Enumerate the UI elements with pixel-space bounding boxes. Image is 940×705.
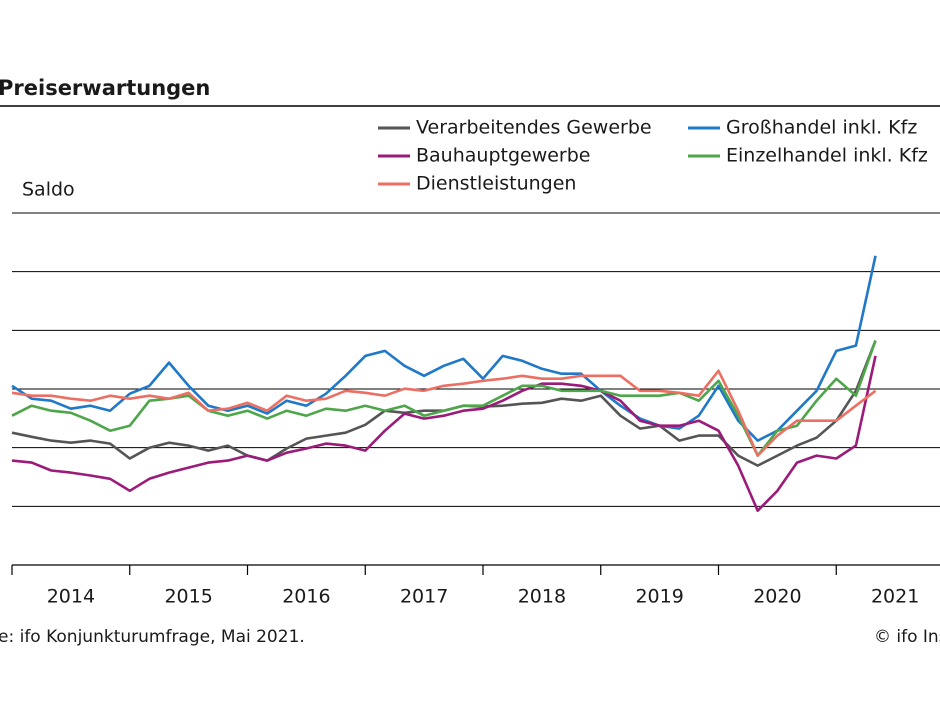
x-tick-label: 2021	[871, 586, 919, 608]
x-tick-label: 2015	[164, 586, 212, 608]
x-tick-label: 2020	[753, 586, 801, 608]
source-note: e: ifo Konjunkturumfrage, Mai 2021.	[0, 627, 305, 647]
legend-label: Einzelhandel inkl. Kfz	[726, 145, 928, 167]
series-line	[11, 255, 877, 442]
x-tick-label: 2019	[635, 586, 683, 608]
legend-label: Großhandel inkl. Kfz	[726, 117, 917, 139]
series-line	[11, 340, 877, 457]
copyright: © ifo Ins	[874, 627, 940, 647]
chart-title: Preiserwartungen	[0, 76, 210, 100]
x-tick-label: 2018	[518, 586, 566, 608]
x-tick-label: 2017	[400, 586, 448, 608]
x-tick-label: 2014	[47, 586, 95, 608]
legend-label: Dienstleistungen	[416, 173, 576, 195]
x-tick-label: 2016	[282, 586, 330, 608]
legend-label: Bauhauptgewerbe	[416, 145, 591, 167]
y-axis-label: Saldo	[22, 179, 75, 201]
legend-label: Verarbeitendes Gewerbe	[416, 117, 652, 139]
series-line	[11, 369, 877, 457]
series-line	[11, 355, 877, 512]
series-line	[11, 340, 877, 467]
